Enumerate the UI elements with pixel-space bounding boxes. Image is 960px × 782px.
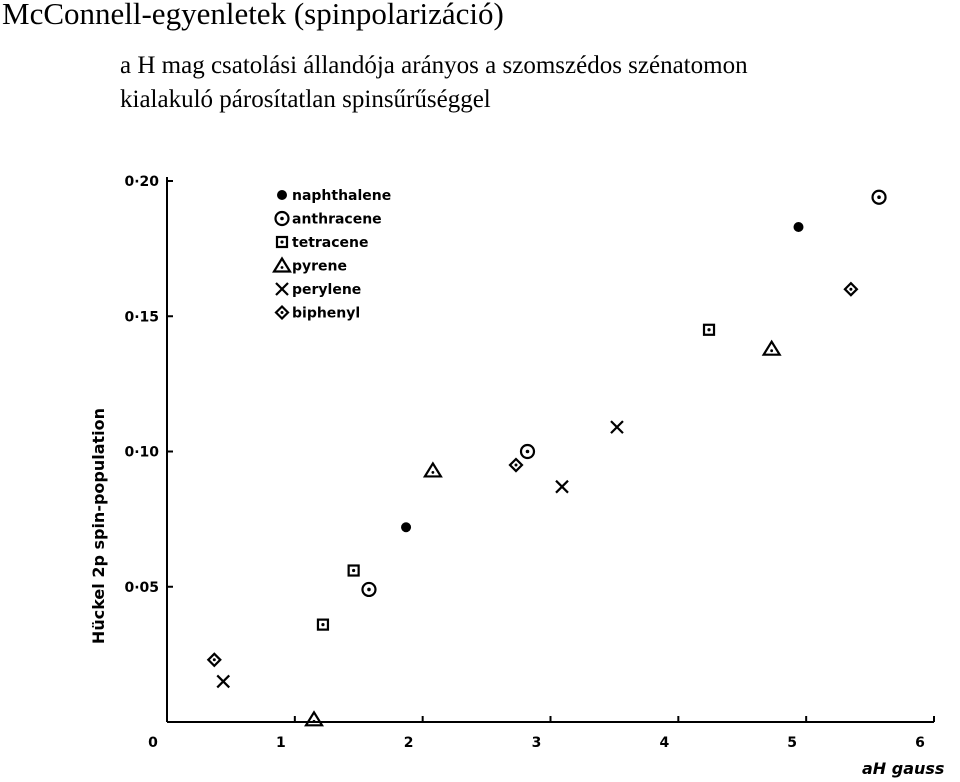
x-tick-label: 5 [787, 735, 797, 751]
chart-points [206, 189, 887, 727]
x-tick-label: 0 [148, 735, 158, 751]
data-point-anthracene [361, 581, 377, 598]
data-point-tetracene [702, 323, 716, 336]
x-tick-label: 2 [404, 735, 414, 751]
legend-label-naphthalene: naphthalene [292, 188, 391, 204]
slide-title: McConnell-egyenletek (spinpolarizáció) [2, 0, 504, 31]
legend-marker-anthracene [274, 210, 290, 227]
legend-label-pyrene: pyrene [292, 259, 347, 275]
data-point-pyrene [761, 339, 782, 356]
data-point-pyrene [422, 461, 443, 478]
chart-legend: naphthalene anthracene tetracene pyrene pery… [272, 188, 391, 322]
legend-marker-pyrene [272, 256, 292, 273]
data-point-tetracene [316, 618, 330, 631]
y-tick-label: 0·10 [124, 445, 159, 461]
data-point-biphenyl [206, 652, 222, 668]
slide-subtitle-line2: kialakuló párosítatlan spinsűrűséggel [120, 86, 491, 113]
x-axis-label: aH gauss [862, 759, 944, 778]
data-point-perylene [555, 479, 569, 494]
data-point-perylene [216, 674, 231, 689]
chart-axes: 0 1 2 3 4 5 6 0·05 0·10 0·15 0·20 aH gauss Hückel 2p… [89, 174, 944, 778]
y-tick-label: 0·15 [124, 309, 159, 325]
x-tick-label: 6 [915, 735, 925, 751]
y-axis-label: Hückel 2p spin-population [89, 408, 108, 644]
legend-marker-tetracene [275, 235, 289, 249]
data-point-biphenyl [508, 457, 524, 473]
data-point-anthracene [871, 189, 887, 205]
data-point-perylene [610, 420, 624, 434]
legend-marker-perylene [275, 282, 289, 296]
legend-label-perylene: perylene [292, 282, 361, 298]
x-tick-label: 1 [276, 735, 286, 751]
x-tick-label: 4 [659, 735, 669, 751]
legend-marker-biphenyl [274, 304, 290, 321]
data-point-biphenyl [843, 281, 859, 297]
x-tick-label: 3 [532, 735, 542, 751]
legend-marker-naphthalene [277, 190, 287, 200]
data-point-pyrene [304, 710, 324, 727]
y-tick-label: 0·20 [124, 174, 159, 190]
legend-label-anthracene: anthracene [292, 212, 382, 228]
legend-label-biphenyl: biphenyl [292, 306, 360, 322]
data-point-anthracene [519, 443, 536, 460]
y-tick-label: 0·05 [124, 580, 159, 596]
legend-label-tetracene: tetracene [292, 235, 369, 251]
data-point-naphthalene [793, 221, 804, 232]
data-point-tetracene [347, 564, 360, 577]
slide-subtitle-line1: a H mag csatolási állandója arányos a sz… [120, 52, 748, 79]
data-point-naphthalene [401, 522, 412, 533]
